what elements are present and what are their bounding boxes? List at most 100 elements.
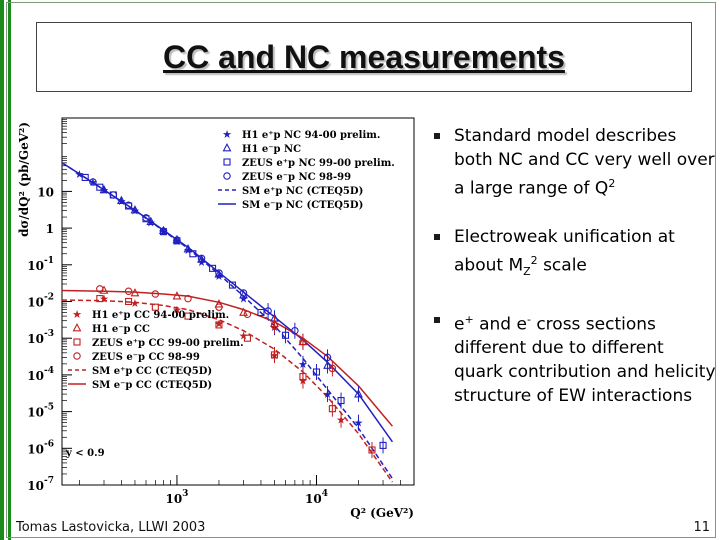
- y-tick-label: 10-6: [27, 439, 54, 456]
- legend-cc-label: ZEUS e⁺p CC 99-00 prelim.: [92, 338, 244, 349]
- x-tick-label: 103: [165, 489, 188, 506]
- data-point: [270, 351, 279, 359]
- data-point: [184, 294, 192, 303]
- bullet-text-tail: scale: [537, 255, 587, 276]
- legend-nc-label: SM e⁺p NC (CTEQ5D): [242, 186, 363, 197]
- data-point: [109, 191, 118, 199]
- data-point: [172, 234, 182, 244]
- data-point: [125, 297, 133, 306]
- data-point: [172, 291, 182, 300]
- data-point: [323, 360, 332, 369]
- data-point: [328, 405, 336, 413]
- bullet-item-2: Electroweak unification at about MZ2 sca…: [432, 225, 717, 284]
- data-point: [215, 321, 223, 329]
- data-point: [264, 307, 272, 315]
- bullet-item-3: e+ and e- cross sections different due t…: [432, 308, 717, 409]
- slide-frame: [6, 2, 716, 538]
- legend-nc-label: SM e⁻p NC (CTEQ5D): [242, 200, 363, 211]
- data-point: ★: [130, 205, 140, 218]
- data-point: ★: [183, 244, 193, 257]
- data-point: ★: [74, 168, 84, 181]
- bullet-text: Electroweak unification at about M: [454, 226, 675, 276]
- subscript: Z: [523, 264, 531, 278]
- data-point: [379, 441, 387, 449]
- bullet-item-1: Standard model describes both NC and CC …: [432, 124, 717, 201]
- data-point: ★: [88, 176, 98, 189]
- legend-nc-label: H1 e⁺p NC 94-00 prelim.: [242, 130, 380, 141]
- sm-curve: [61, 299, 394, 483]
- data-point: [96, 183, 104, 191]
- legend-cc-marker: ★: [72, 308, 82, 321]
- data-point: ★: [99, 184, 109, 197]
- cross-section-plot: 10 1 10-1 10-2 10-3 10-4 10-5 10-6 10-7 103 104 Q² …: [17, 117, 415, 520]
- x-tick-exponent: 3: [182, 489, 188, 499]
- data-point: [130, 288, 140, 297]
- data-point: [189, 250, 197, 258]
- x-tick-label: 104: [305, 489, 328, 506]
- superscript: 2: [530, 253, 538, 267]
- data-point: [159, 227, 168, 236]
- y-tick-exponent: -1: [44, 256, 54, 266]
- legend-nc-label: ZEUS e⁻p NC 98-99: [242, 172, 351, 183]
- y-tick-exponent: -5: [44, 403, 54, 413]
- data-point: ★: [336, 414, 346, 427]
- data-point: [257, 308, 265, 317]
- x-tick-exponent: 4: [322, 489, 328, 499]
- bullet-marker: [434, 133, 440, 139]
- data-point: [281, 331, 290, 339]
- legend-nc-marker: ★: [222, 128, 232, 141]
- data-point: [354, 389, 363, 398]
- data-point: [215, 269, 223, 277]
- y-tick-label: 10-3: [27, 329, 54, 346]
- data-point: [183, 243, 193, 253]
- footer-author: Tomas Lastovicka, LLWI 2003: [16, 520, 206, 535]
- data-point: [214, 269, 224, 278]
- data-point: [117, 195, 126, 204]
- title-box: CC and NC measurements: [36, 22, 692, 92]
- data-point: [239, 307, 248, 316]
- y-tick-label: 10: [37, 185, 54, 199]
- data-point: [89, 178, 97, 186]
- data-point: ★: [298, 358, 308, 371]
- data-point: [228, 281, 237, 289]
- legend-nc-marker: [223, 172, 231, 180]
- bullet-text: e: [454, 314, 465, 335]
- data-point: ★: [323, 388, 333, 401]
- data-point: [312, 368, 321, 376]
- legend-cc-marker: [73, 338, 81, 346]
- data-point: ★: [172, 304, 182, 317]
- y-cut-annotation: y < 0.9: [65, 448, 105, 459]
- data-point: [81, 173, 89, 181]
- data-point: [124, 201, 133, 209]
- y-tick-label: 10-2: [27, 293, 54, 310]
- bullet-text: Standard model describes both NC and CC …: [454, 126, 715, 199]
- y-tick-exponent: -4: [44, 366, 54, 376]
- data-point: ★: [214, 318, 224, 331]
- data-point: ★: [146, 217, 156, 230]
- superscript: +: [464, 312, 474, 326]
- slide-title: CC and NC measurements: [163, 39, 565, 75]
- legend-nc-marker: [222, 143, 232, 152]
- data-point: [151, 290, 160, 298]
- accent-bar-left: [0, 0, 4, 540]
- legend-cc-label: ZEUS e⁻p CC 98-99: [92, 352, 200, 363]
- superscript: 2: [608, 177, 616, 190]
- data-point: ★: [172, 235, 182, 248]
- y-tick-label: 1: [46, 222, 54, 236]
- y-tick-label: 10-7: [27, 476, 54, 493]
- y-tick-exponent: -7: [44, 476, 54, 486]
- data-point: [243, 310, 252, 318]
- x-axis-label: Q² (GeV²): [350, 506, 414, 520]
- superscript: -: [526, 312, 531, 326]
- y-axis-label: dσ/dQ² (pb/GeV²): [17, 122, 31, 237]
- data-point: [299, 373, 307, 381]
- data-point: [130, 205, 140, 214]
- bullet-marker: [434, 233, 440, 240]
- data-point: ★: [116, 195, 126, 208]
- data-point: [142, 214, 150, 222]
- data-point: [159, 225, 168, 235]
- y-tick-exponent: -3: [44, 329, 54, 339]
- legend-nc-label: H1 e⁻p NC: [242, 144, 301, 155]
- bullet-text: cross sections different due to differen…: [454, 314, 716, 407]
- legend-cc-label: SM e⁺p CC (CTEQ5D): [92, 366, 212, 377]
